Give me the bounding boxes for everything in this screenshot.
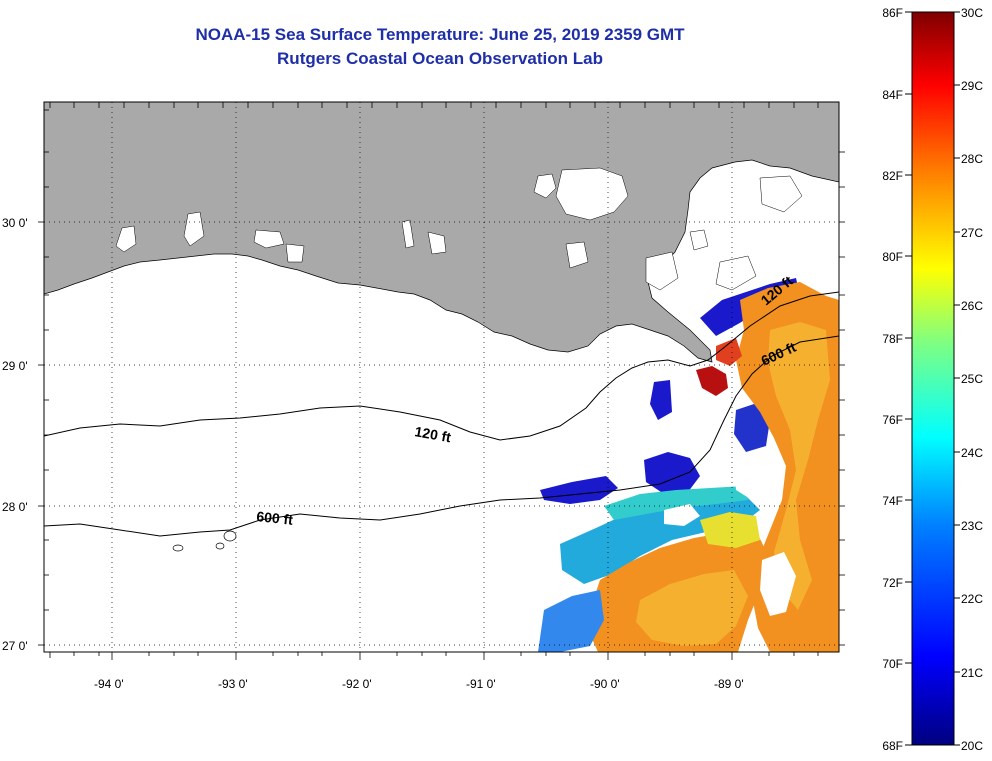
land-mass — [44, 102, 839, 363]
lon-label: -94 0' — [94, 677, 124, 691]
f-label: 80F — [882, 250, 903, 264]
c-label: 20C — [961, 739, 983, 753]
f-label: 78F — [882, 332, 903, 346]
f-label: 68F — [882, 739, 903, 753]
f-label: 84F — [882, 88, 903, 102]
lon-label: -90 0' — [590, 677, 620, 691]
celsius-labels: 30C 29C 28C 27C 26C 25C 24C 23C 22C 21C … — [961, 6, 983, 753]
c-label: 21C — [961, 666, 983, 680]
c-label: 25C — [961, 372, 983, 386]
c-label: 26C — [961, 299, 983, 313]
map-gridlines — [44, 102, 839, 652]
f-label: 72F — [882, 576, 903, 590]
c-label: 23C — [961, 519, 983, 533]
map-title: NOAA-15 Sea Surface Temperature: June 25… — [195, 25, 685, 44]
contour-islands — [172, 530, 237, 552]
c-label: 28C — [961, 152, 983, 166]
f-label: 70F — [882, 657, 903, 671]
f-label: 86F — [882, 6, 903, 20]
inland-water — [115, 167, 803, 291]
sst-data-swath — [538, 278, 839, 652]
longitude-labels: -94 0' -93 0' -92 0' -91 0' -90 0' -89 0… — [94, 677, 744, 691]
colorbar-ticks — [905, 11, 960, 746]
lon-label: -92 0' — [342, 677, 372, 691]
bathymetry-contours — [44, 291, 839, 537]
c-label: 24C — [961, 446, 983, 460]
lon-label: -93 0' — [218, 677, 248, 691]
f-label: 76F — [882, 413, 903, 427]
latitude-labels: 30 0' 29 0' 28 0' 27 0' — [2, 216, 28, 653]
contour-label-600ft: 600 ft — [256, 508, 294, 528]
lat-label: 28 0' — [2, 500, 28, 514]
f-label: 74F — [882, 494, 903, 508]
c-label: 30C — [961, 6, 983, 20]
c-label: 22C — [961, 592, 983, 606]
lat-label: 29 0' — [2, 359, 28, 373]
temperature-colorbar — [911, 11, 955, 746]
fahrenheit-labels: 86F 84F 82F 80F 78F 76F 74F 72F 70F 68F — [882, 6, 903, 753]
lon-label: -89 0' — [714, 677, 744, 691]
map-ticks — [38, 102, 845, 660]
f-label: 82F — [882, 169, 903, 183]
lon-label: -91 0' — [466, 677, 496, 691]
lat-label: 27 0' — [2, 639, 28, 653]
map-frame — [43, 101, 840, 653]
map-subtitle: Rutgers Coastal Ocean Observation Lab — [277, 49, 603, 68]
contour-label-120ft: 120 ft — [413, 423, 452, 445]
c-label: 27C — [961, 226, 983, 240]
c-label: 29C — [961, 79, 983, 93]
lat-label: 30 0' — [2, 216, 28, 230]
